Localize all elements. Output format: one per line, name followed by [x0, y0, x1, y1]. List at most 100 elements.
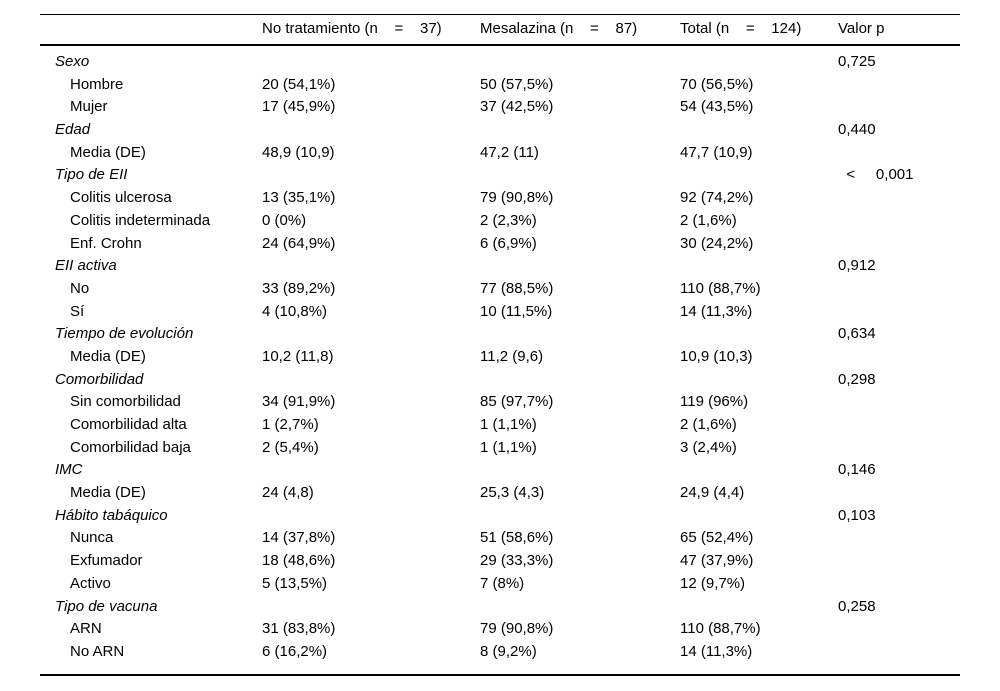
cell-total: 14 (11,3%) — [680, 642, 753, 660]
cell-no-treatment: 13 (35,1%) — [262, 189, 336, 207]
cell-p-value: < 0,001 — [838, 166, 914, 184]
row-label: Comorbilidad alta — [70, 416, 187, 433]
cell-mesalazina: 29 (33,3%) — [480, 552, 554, 570]
row-label: Media (DE) — [70, 484, 146, 502]
cell-mesalazina: 8 (9,2%) — [480, 642, 537, 660]
column-header-p: Valor p — [838, 20, 885, 38]
section-label: IMC — [55, 461, 83, 479]
cell-total: 2 (1,6%) — [680, 416, 737, 433]
data-row: Media (DE) 48,9 (10,9) 47,2 (11) 47,7 (10,9… — [40, 142, 960, 165]
column-header-mesalazina: Mesalazina (n = 87) — [480, 20, 638, 38]
data-row: No ARN 6 (16,2%) 8 (9,2%) 14 (11,3%) — [40, 641, 960, 664]
cell-total: 110 (88,7%) — [680, 620, 761, 638]
cell-mesalazina: 1 (1,1%) — [480, 416, 537, 433]
cell-no-treatment: 31 (83,8%) — [262, 620, 336, 638]
cell-mesalazina: 25,3 (4,3) — [480, 484, 545, 502]
cell-total: 47 (37,9%) — [680, 552, 754, 570]
data-row: Colitis indeterminada 0 (0%) 2 (2,3%) 2 (1,… — [40, 210, 960, 233]
section-label: Comorbilidad — [55, 370, 144, 388]
cell-total: 2 (1,6%) — [680, 211, 737, 229]
cell-total: 54 (43,5%) — [680, 98, 754, 116]
cell-total: 10,9 (10,3) — [680, 347, 753, 365]
data-row: Nunca 14 (37,8%) 51 (58,6%) 65 (52,4%) — [40, 527, 960, 550]
cell-total: 47,7 (10,9) — [680, 143, 753, 161]
row-label: Sin comorbilidad — [70, 393, 181, 411]
cell-no-treatment: 24 (64,9%) — [262, 234, 336, 252]
row-label: Comorbilidad baja — [70, 438, 191, 456]
table-header-row: No tratamiento (n = 37) Mesalazina (n = 8… — [40, 14, 960, 46]
cell-no-treatment: 2 (5,4%) — [262, 438, 319, 456]
cell-mesalazina: 51 (58,6%) — [480, 529, 554, 547]
cell-no-treatment: 5 (13,5%) — [262, 574, 328, 592]
cell-no-treatment: 20 (54,1%) — [262, 75, 336, 93]
section-row: Sexo 0,725 — [40, 51, 960, 74]
cell-total: 70 (56,5%) — [680, 75, 754, 93]
cell-mesalazina: 2 (2,3%) — [480, 211, 537, 229]
cell-total: 65 (52,4%) — [680, 529, 754, 547]
row-label: Nunca — [70, 529, 114, 547]
data-row: Colitis ulcerosa 13 (35,1%) 79 (90,8%) 92 (… — [40, 187, 960, 210]
cell-no-treatment: 33 (89,2%) — [262, 279, 336, 297]
section-label: Sexo — [55, 53, 90, 70]
section-label: Tipo de vacuna — [55, 597, 158, 615]
row-label: Activo — [70, 574, 111, 592]
data-row: Comorbilidad alta 1 (2,7%) 1 (1,1%) 2 (1,6%… — [40, 414, 960, 437]
cell-p-value: 0,634 — [838, 325, 876, 343]
data-row: Media (DE) 10,2 (11,8) 11,2 (9,6) 10,9 (10,… — [40, 346, 960, 369]
row-label: No ARN — [70, 642, 125, 660]
data-row: Activo 5 (13,5%) 7 (8%) 12 (9,7%) — [40, 573, 960, 596]
cell-p-value: 0,912 — [838, 257, 876, 275]
data-row: Media (DE) 24 (4,8) 25,3 (4,3) 24,9 (4,4) — [40, 482, 960, 505]
column-header-total: Total (n = 124) — [680, 20, 802, 38]
section-row: Hábito tabáquico 0,103 — [40, 505, 960, 528]
cell-total: 3 (2,4%) — [680, 438, 737, 456]
cell-mesalazina: 37 (42,5%) — [480, 98, 554, 116]
section-row: Tipo de vacuna 0,258 — [40, 596, 960, 619]
cell-p-value: 0,298 — [838, 370, 876, 388]
section-label: Edad — [55, 121, 91, 139]
column-header-no_treatment: No tratamiento (n = 37) — [262, 20, 442, 38]
data-row: Exfumador 18 (48,6%) 29 (33,3%) 47 (37,9%) — [40, 550, 960, 573]
table-body: Sexo 0,725 Hombre 20 (54,1%) 50 (57,5%) 70 (5… — [40, 46, 960, 676]
cell-no-treatment: 10,2 (11,8) — [262, 347, 334, 365]
row-label: Hombre — [70, 75, 124, 93]
cell-mesalazina: 7 (8%) — [480, 574, 525, 592]
cell-total: 119 (96%) — [680, 393, 749, 411]
cell-mesalazina: 79 (90,8%) — [480, 189, 554, 207]
row-label: Colitis indeterminada — [70, 211, 211, 229]
cell-mesalazina: 1 (1,1%) — [480, 438, 537, 456]
cell-total: 14 (11,3%) — [680, 302, 753, 320]
section-row: EII activa 0,912 — [40, 255, 960, 278]
cell-total: 24,9 (4,4) — [680, 484, 745, 502]
row-label: Enf. Crohn — [70, 234, 142, 252]
cell-no-treatment: 0 (0%) — [262, 211, 307, 229]
cell-total: 110 (88,7%) — [680, 279, 761, 297]
section-label: EII activa — [55, 257, 117, 275]
row-label: Media (DE) — [70, 143, 146, 161]
cell-no-treatment: 1 (2,7%) — [262, 416, 319, 433]
data-row: Hombre 20 (54,1%) 50 (57,5%) 70 (56,5%) — [40, 74, 960, 97]
cell-no-treatment: 6 (16,2%) — [262, 642, 328, 660]
section-row: Tiempo de evolución 0,634 — [40, 323, 960, 346]
row-label: Sí — [70, 302, 85, 320]
cell-mesalazina: 50 (57,5%) — [480, 75, 554, 93]
data-row: Comorbilidad baja 2 (5,4%) 1 (1,1%) 3 (2,4%… — [40, 437, 960, 460]
cell-no-treatment: 34 (91,9%) — [262, 393, 336, 411]
data-row: No 33 (89,2%) 77 (88,5%) 110 (88,7%) — [40, 278, 960, 301]
cell-total: 30 (24,2%) — [680, 234, 754, 252]
row-label: Colitis ulcerosa — [70, 189, 172, 207]
section-row: Tipo de EII < 0,001 — [40, 164, 960, 187]
section-label: Tipo de EII — [55, 166, 128, 184]
cell-total: 92 (74,2%) — [680, 189, 754, 207]
row-label: No — [70, 279, 90, 297]
section-row: Comorbilidad 0,298 — [40, 369, 960, 392]
row-label: Mujer — [70, 98, 108, 116]
row-label: Media (DE) — [70, 347, 146, 365]
section-label: Hábito tabáquico — [55, 506, 168, 524]
cell-no-treatment: 18 (48,6%) — [262, 552, 336, 570]
row-label: Exfumador — [70, 552, 143, 570]
cell-p-value: 0,258 — [838, 597, 876, 615]
cell-p-value: 0,440 — [838, 121, 876, 139]
section-row: Edad 0,440 — [40, 119, 960, 142]
cell-mesalazina: 77 (88,5%) — [480, 279, 554, 297]
